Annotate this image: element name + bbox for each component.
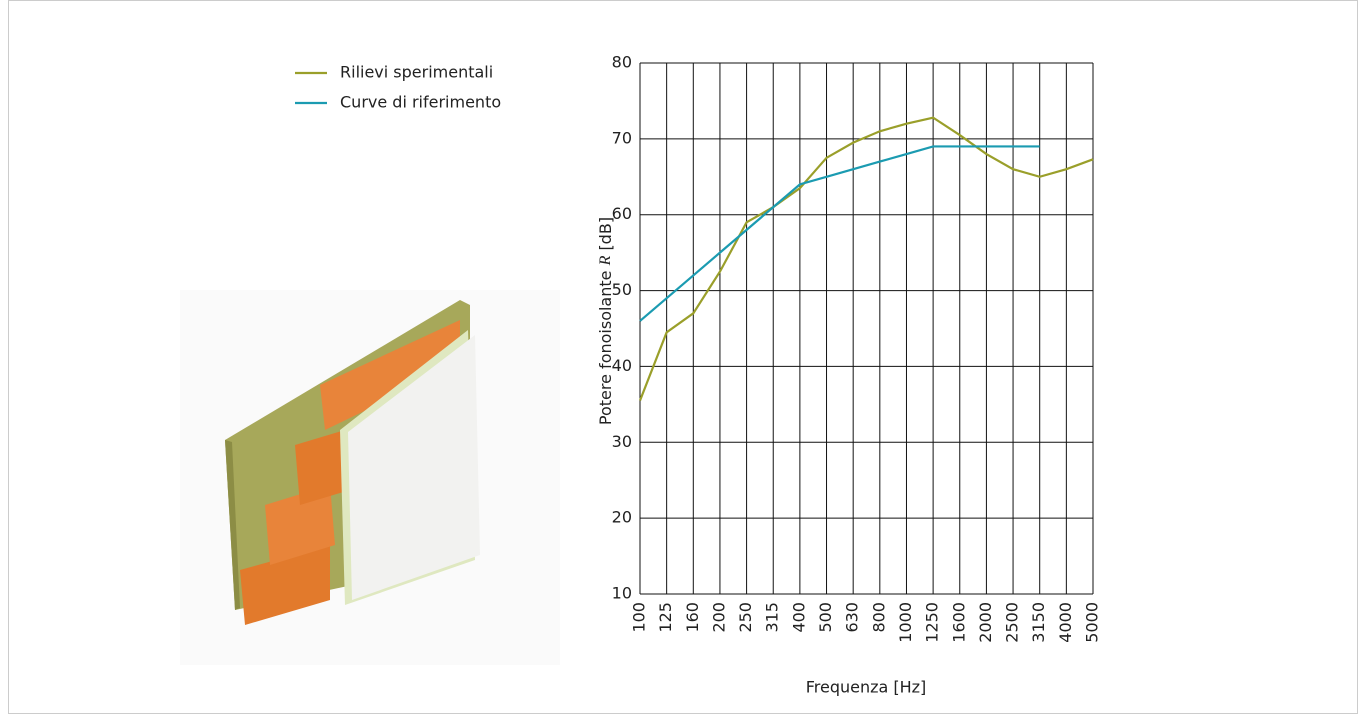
legend: Rilievi sperimentali Curve di riferimento — [295, 63, 501, 112]
y-tick-label: 60 — [612, 204, 632, 223]
y-label-part: Potere fonoisolante — [596, 265, 615, 425]
y-tick-label: 70 — [612, 128, 632, 147]
x-tick-label: 630 — [843, 602, 862, 633]
y-tick-label: 20 — [612, 508, 632, 527]
x-tick-label: 2500 — [1003, 602, 1022, 643]
y-tick-label: 80 — [612, 53, 632, 72]
x-tick-label: 4000 — [1056, 602, 1075, 643]
x-tick-label: 2000 — [976, 602, 995, 643]
series-line — [638, 116, 1094, 401]
y-tick-label: 10 — [612, 584, 632, 603]
y-tick-label: 40 — [612, 356, 632, 375]
wall-illustration — [180, 290, 560, 665]
legend-label: Rilievi sperimentali — [340, 63, 493, 82]
y-label-part: [dB] — [596, 217, 615, 256]
y-label-symbol: R — [597, 255, 614, 266]
x-tick-label: 5000 — [1083, 602, 1102, 643]
x-tick-label: 315 — [763, 602, 782, 633]
x-tick-label: 1250 — [923, 602, 942, 643]
x-tick-label: 500 — [816, 602, 835, 633]
series-line — [639, 145, 1040, 322]
x-tick-label: 1600 — [949, 602, 968, 643]
x-tick-label: 160 — [683, 602, 702, 633]
x-tick-label: 200 — [709, 602, 728, 633]
x-tick-label: 125 — [656, 602, 675, 633]
y-axis-label: Potere fonoisolante R [dB] — [596, 217, 615, 425]
y-tick-label: 30 — [612, 432, 632, 451]
x-tick-label: 1000 — [896, 602, 915, 643]
x-tick-label: 800 — [869, 602, 888, 633]
x-tick-label: 3150 — [1029, 602, 1048, 643]
x-axis-label: Frequenza [Hz] — [806, 678, 927, 697]
y-tick-label: 50 — [612, 280, 632, 299]
legend-label: Curve di riferimento — [340, 93, 501, 112]
x-tick-label: 400 — [789, 602, 808, 633]
x-tick-label: 250 — [736, 602, 755, 633]
x-tick-label: 100 — [630, 602, 649, 633]
